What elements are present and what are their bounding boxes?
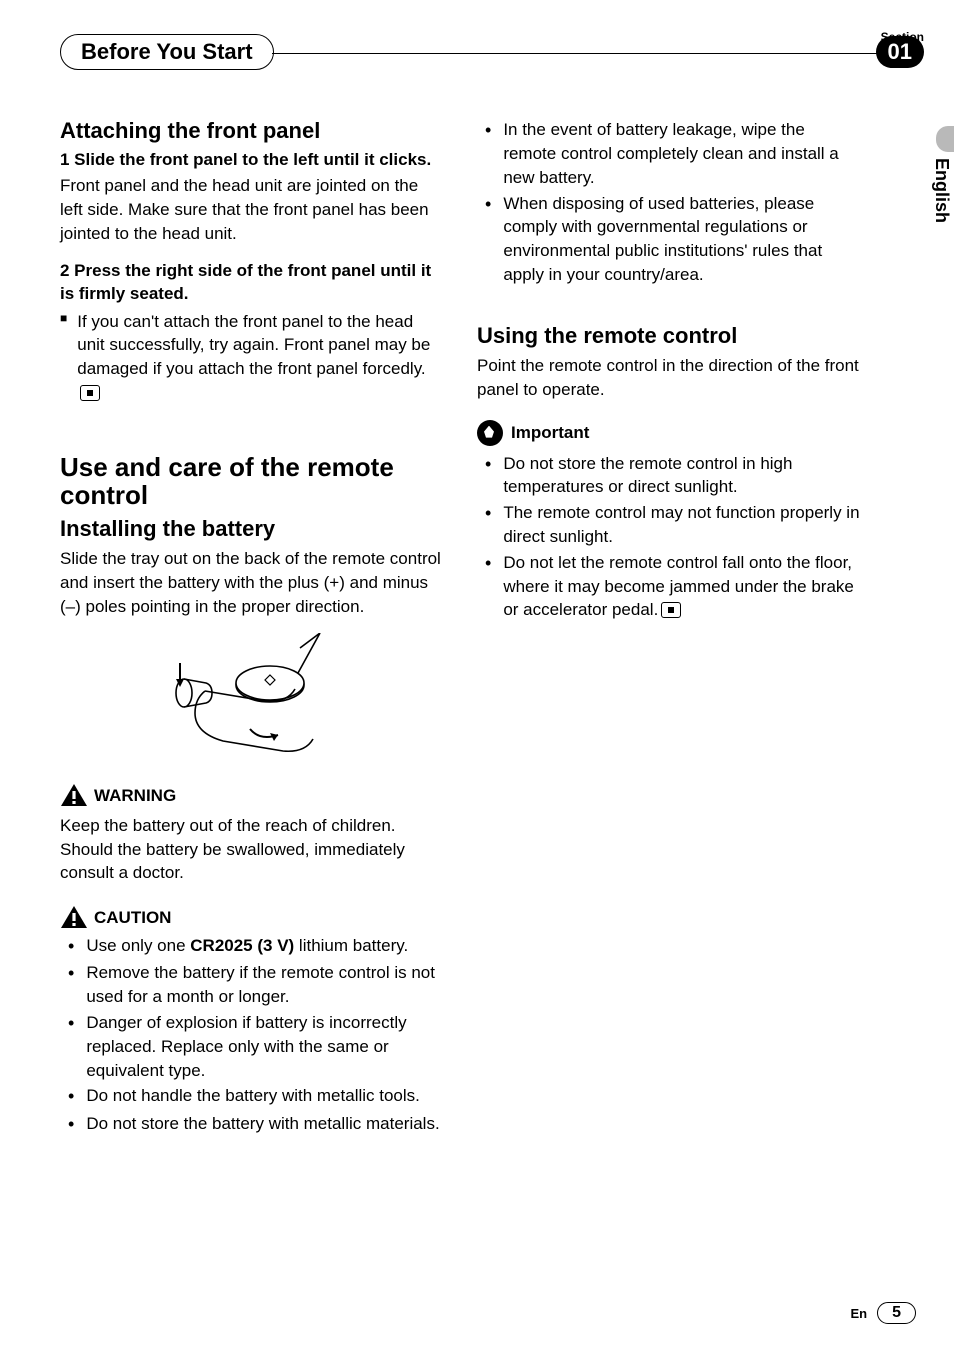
use-care-title: Use and care of the remote control bbox=[60, 453, 445, 510]
square-bullet-icon: ■ bbox=[60, 310, 67, 405]
footer-page-number: 5 bbox=[877, 1302, 916, 1324]
caution-item: Danger of explosion if battery is incorr… bbox=[60, 1011, 445, 1082]
caution-item: Remove the battery if the remote control… bbox=[60, 961, 445, 1009]
list-item: Do not let the remote control fall onto … bbox=[477, 551, 862, 622]
page-footer: En 5 bbox=[850, 1302, 916, 1324]
battery-insert-figure bbox=[150, 633, 330, 763]
list-item: In the event of battery leakage, wipe th… bbox=[477, 118, 862, 189]
chapter-title: Before You Start bbox=[60, 34, 274, 70]
caution-heading: CAUTION bbox=[60, 905, 445, 934]
list-item: When disposing of used batteries, please… bbox=[477, 192, 862, 287]
using-remote-title: Using the remote control bbox=[477, 323, 862, 348]
section-label: Section bbox=[881, 30, 924, 44]
important-hand-icon bbox=[477, 420, 503, 446]
important-heading: Important bbox=[477, 420, 862, 446]
right-column: In the event of battery leakage, wipe th… bbox=[477, 118, 862, 1139]
chapter-row: Before You Start 01 bbox=[60, 34, 924, 70]
list-item: The remote control may not function prop… bbox=[477, 501, 862, 549]
installing-battery-body: Slide the tray out on the back of the re… bbox=[60, 547, 445, 618]
side-tab-language-label: English bbox=[931, 158, 952, 223]
installing-battery-title: Installing the battery bbox=[60, 516, 445, 541]
end-section-icon bbox=[80, 385, 100, 401]
warning-label: WARNING bbox=[94, 786, 176, 805]
left-column: Attaching the front panel 1 Slide the fr… bbox=[60, 118, 445, 1139]
content-columns: Attaching the front panel 1 Slide the fr… bbox=[60, 118, 924, 1139]
using-remote-body: Point the remote control in the directio… bbox=[477, 354, 862, 402]
language-side-tab: English bbox=[928, 130, 954, 240]
caution-list: Use only one CR2025 (3 V) lithium batter… bbox=[60, 934, 445, 1137]
warning-body: Keep the battery out of the reach of chi… bbox=[60, 814, 445, 885]
section-header: Section Before You Start 01 bbox=[60, 34, 924, 70]
warning-heading: WARNING bbox=[60, 783, 445, 812]
top-right-bullets: In the event of battery leakage, wipe th… bbox=[477, 118, 862, 287]
step2-head: 2 Press the right side of the front pane… bbox=[60, 260, 445, 306]
step1-body: Front panel and the head unit are jointe… bbox=[60, 174, 445, 245]
important-label: Important bbox=[511, 423, 589, 443]
important-item-last: Do not let the remote control fall onto … bbox=[503, 551, 862, 622]
step2-body-row: ■ If you can't attach the front panel to… bbox=[60, 310, 445, 405]
chapter-line bbox=[272, 53, 878, 54]
side-tab-accent bbox=[936, 126, 954, 152]
attaching-title: Attaching the front panel bbox=[60, 118, 445, 143]
list-item: Do not store the remote control in high … bbox=[477, 452, 862, 500]
caution-triangle-icon bbox=[60, 905, 88, 934]
footer-language: En bbox=[850, 1306, 867, 1321]
step2-body: If you can't attach the front panel to t… bbox=[77, 310, 445, 405]
caution-item: Do not handle the battery with metallic … bbox=[60, 1084, 445, 1109]
warning-triangle-icon bbox=[60, 783, 88, 812]
caution-label: CAUTION bbox=[94, 908, 171, 927]
important-list: Do not store the remote control in high … bbox=[477, 452, 862, 623]
step1-head: 1 Slide the front panel to the left unti… bbox=[60, 149, 445, 172]
end-section-icon bbox=[661, 602, 681, 618]
caution-item: Use only one CR2025 (3 V) lithium batter… bbox=[60, 934, 445, 959]
caution-item: Do not store the battery with metallic m… bbox=[60, 1112, 445, 1137]
